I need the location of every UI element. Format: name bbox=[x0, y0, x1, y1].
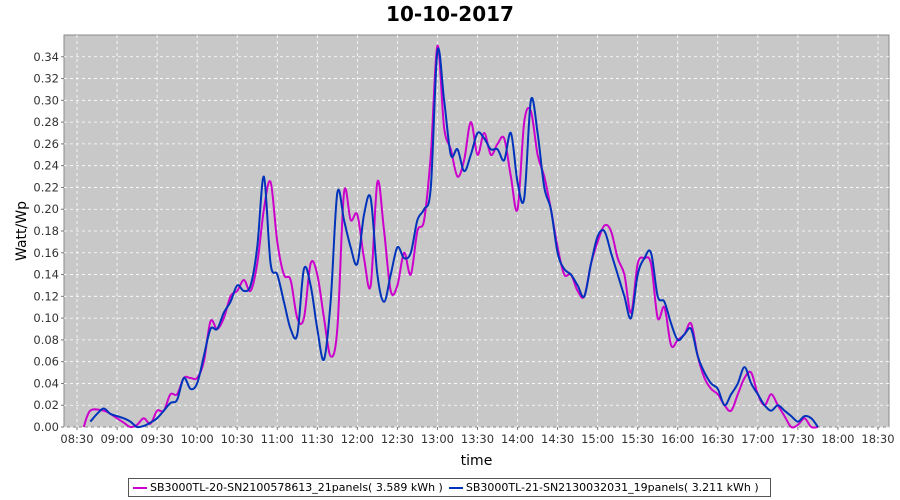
legend-swatch-series-1 bbox=[133, 486, 147, 489]
legend-label-series-1: SB3000TL-20-SN2100578613_21panels( 3.589… bbox=[150, 481, 443, 494]
y-tick-label: 0.30 bbox=[33, 93, 59, 107]
x-tick-label: 18:00 bbox=[821, 432, 854, 446]
chart-title: 10-10-2017 bbox=[386, 2, 514, 26]
series-lines bbox=[82, 44, 819, 429]
legend-item-series-2: SB3000TL-21-SN2130032031_19panels( 3.211… bbox=[448, 481, 759, 494]
plot-area bbox=[63, 34, 890, 428]
x-tick-label: 15:00 bbox=[581, 432, 614, 446]
legend-label-series-2: SB3000TL-21-SN2130032031_19panels( 3.211… bbox=[465, 481, 759, 494]
x-tick-label: 14:30 bbox=[541, 432, 574, 446]
x-tick-label: 17:30 bbox=[781, 432, 814, 446]
y-axis-label: Watt/Wp bbox=[14, 201, 30, 261]
y-tick-label: 0.20 bbox=[33, 202, 59, 216]
line-chart: 0.00 0.02 0.04 0.06 0.08 0.10 0.12 0.14 0.16 0.18… bbox=[14, 34, 895, 469]
y-tick-label: 0.14 bbox=[33, 268, 59, 282]
x-tick-label: 16:30 bbox=[701, 432, 734, 446]
x-tick-label: 09:00 bbox=[100, 432, 133, 446]
y-tick-label: 0.12 bbox=[33, 289, 59, 303]
y-tick-label: 0.06 bbox=[33, 355, 59, 369]
x-tick-label: 18:30 bbox=[861, 432, 894, 446]
y-tick-label: 0.26 bbox=[33, 137, 59, 151]
y-tick-label: 0.28 bbox=[33, 115, 59, 129]
x-tick-label: 10:30 bbox=[221, 432, 254, 446]
x-tick-label: 17:00 bbox=[741, 432, 774, 446]
y-tick-label: 0.18 bbox=[33, 224, 59, 238]
legend: SB3000TL-20-SN2100578613_21panels( 3.589… bbox=[128, 478, 771, 497]
x-tick-label: 12:30 bbox=[381, 432, 414, 446]
x-tick-label: 15:30 bbox=[621, 432, 654, 446]
x-tick-label: 12:00 bbox=[341, 432, 374, 446]
x-axis-label: time bbox=[461, 453, 493, 469]
x-tick-label: 10:00 bbox=[181, 432, 214, 446]
x-tick-label: 09:30 bbox=[141, 432, 174, 446]
gridlines bbox=[64, 35, 889, 428]
y-tick-label: 0.02 bbox=[33, 398, 59, 412]
y-tick-label: 0.34 bbox=[33, 50, 59, 64]
x-tick-label: 13:00 bbox=[421, 432, 454, 446]
y-tick-label: 0.08 bbox=[33, 333, 59, 347]
y-tick-label: 0.04 bbox=[33, 376, 59, 390]
axes: 0.00 0.02 0.04 0.06 0.08 0.10 0.12 0.14 0.16 0.18… bbox=[33, 50, 894, 446]
legend-item-series-1: SB3000TL-20-SN2100578613_21panels( 3.589… bbox=[133, 481, 443, 494]
x-tick-label: 13:30 bbox=[461, 432, 494, 446]
x-tick-label: 14:00 bbox=[501, 432, 534, 446]
x-tick-label: 08:30 bbox=[60, 432, 93, 446]
legend-swatch-series-2 bbox=[448, 486, 463, 489]
y-tick-label: 0.00 bbox=[33, 420, 59, 434]
x-tick-label: 16:00 bbox=[661, 432, 694, 446]
x-tick-label: 11:30 bbox=[301, 432, 334, 446]
series-line-2 bbox=[89, 47, 819, 429]
y-tick-label: 0.32 bbox=[33, 72, 59, 86]
y-tick-label: 0.22 bbox=[33, 180, 59, 194]
y-tick-label: 0.24 bbox=[33, 159, 59, 173]
y-tick-label: 0.16 bbox=[33, 246, 59, 260]
x-tick-label: 11:00 bbox=[261, 432, 294, 446]
y-tick-label: 0.10 bbox=[33, 311, 59, 325]
